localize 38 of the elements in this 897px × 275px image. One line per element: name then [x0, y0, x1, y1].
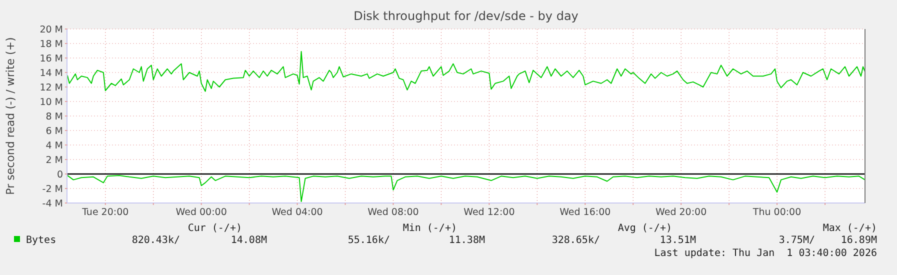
x-tick-label: Wed 20:00: [656, 207, 707, 218]
text: 3.75M/: [778, 235, 815, 246]
text: 13.51M: [660, 235, 696, 246]
y-tick-label: -2 M: [42, 184, 63, 195]
text: Last update: Thu Jan 1 03:40:00 2026: [654, 248, 877, 259]
text: 328.65k/: [552, 235, 600, 246]
x-tick-label: Wed 16:00: [560, 207, 611, 218]
text: 55.16k/: [348, 235, 390, 246]
x-tick-label: Tue 20:00: [81, 207, 129, 218]
line-series: [66, 50, 866, 92]
y-tick-label: 8 M: [46, 112, 63, 122]
text: Min (-/+): [402, 223, 457, 234]
text: 820.43k/: [132, 235, 180, 246]
y-tick-label: 6 M: [46, 126, 63, 137]
text: 14.08M: [230, 235, 267, 246]
y-tick-label: 2 M: [46, 155, 63, 166]
y-tick-label: 10 M: [40, 97, 63, 108]
x-tick-label: Wed 12:00: [464, 207, 515, 218]
y-tick-label: 18 M: [40, 39, 63, 50]
x-tick-label: Wed 04:00: [272, 207, 323, 218]
y-tick-label: 12 M: [40, 82, 63, 94]
chart-title: Disk throughput for /dev/sde - by day: [354, 9, 578, 23]
text: Avg (-/+): [618, 223, 672, 234]
y-axis-title: Pr second read (-) / write (+): [4, 37, 17, 195]
text: 11.38M: [448, 235, 485, 246]
y-tick-label: -4 M: [42, 198, 63, 210]
y-tick-label: 0: [56, 170, 63, 180]
y-tick-label: 14 M: [40, 68, 63, 79]
y-tick-label: 4 M: [46, 140, 63, 152]
legend-label: Bytes: [26, 235, 56, 246]
x-tick-label: Wed 00:00: [176, 207, 227, 218]
y-tick-label: 20 M: [40, 24, 63, 36]
y-tick-label: 16 M: [40, 54, 63, 64]
x-tick-label: Thu 00:00: [752, 207, 802, 218]
text: 16.89M: [840, 235, 877, 246]
x-tick-label: Wed 08:00: [368, 207, 419, 218]
text: Cur (-/+): [188, 223, 242, 234]
text: Max (-/+): [822, 223, 877, 234]
